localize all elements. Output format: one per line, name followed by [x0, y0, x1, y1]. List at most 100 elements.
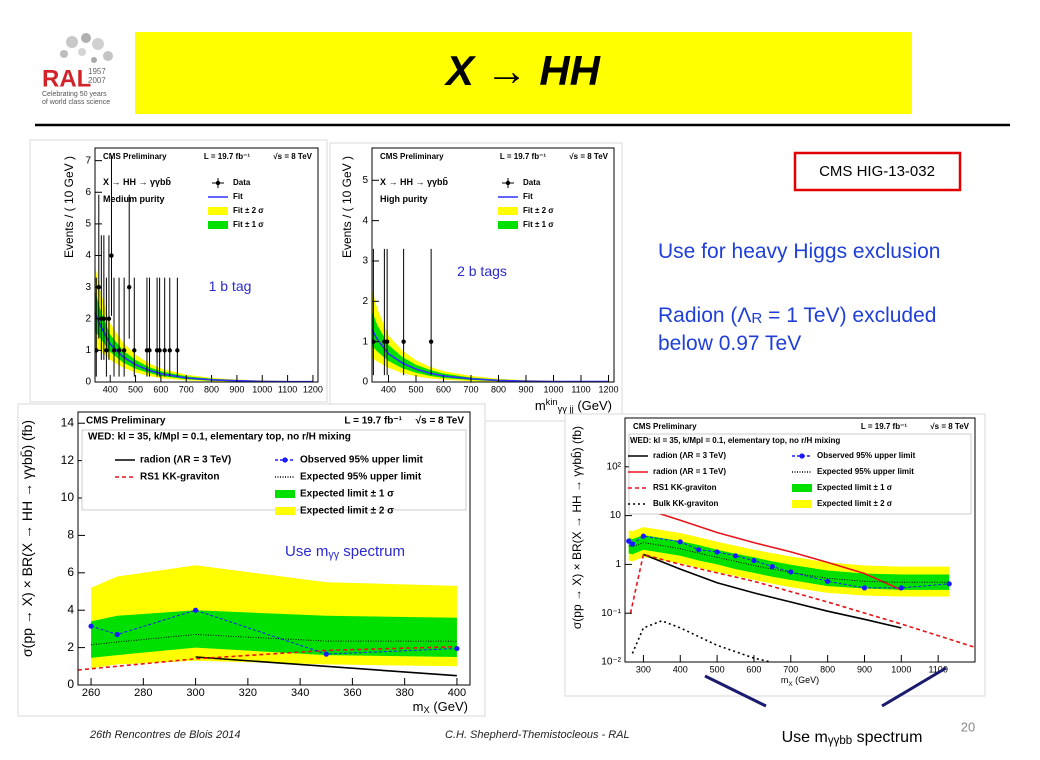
- plot-area: [626, 507, 975, 662]
- legend-label: Expected 95% upper limit: [817, 467, 914, 476]
- y-tick-label: 1: [85, 345, 91, 356]
- y-tick-label: 2: [85, 313, 91, 324]
- energy: √s = 8 TeV: [273, 152, 312, 161]
- text-part: spectrum: [339, 543, 405, 560]
- chart: 400 500 600 700 800 900 1000 1100 1200 0 1 2 3 4 5 CMS …: [329, 142, 623, 422]
- axis-frame: [371, 147, 615, 383]
- x-tick-label: 700: [179, 384, 194, 394]
- data-point: [157, 348, 162, 353]
- series-line: [91, 633, 457, 646]
- x-tick-label: 400: [381, 384, 396, 394]
- y-tick-label: 7: [85, 155, 91, 166]
- legend-label: Expected limit ± 1 σ: [817, 483, 893, 492]
- series-line: [643, 553, 902, 629]
- chart: 300 400 500 600 700 800 900 1000 1100 10⁻² 10⁻¹ 1 10…: [564, 413, 986, 697]
- legend-swatch: [498, 221, 518, 229]
- luminosity: L = 19.7 fb⁻¹: [204, 152, 250, 161]
- subtitle: Medium purity: [103, 194, 165, 204]
- x-tick-label: 800: [820, 664, 835, 674]
- y-tick-label: 4: [67, 602, 74, 616]
- data-point: [788, 569, 794, 575]
- legend-label: Expected limit ± 2 σ: [300, 506, 394, 517]
- data-point: [626, 538, 632, 544]
- text-part: (GeV): [574, 398, 612, 413]
- logo-dot: [91, 57, 97, 63]
- series-line: [628, 535, 950, 589]
- y-axis-label: Events / ( 10 GeV ): [340, 156, 354, 258]
- experiment: CMS Preliminary: [86, 416, 166, 427]
- legend-label: Fit ± 2 σ: [233, 206, 264, 215]
- series-line: [90, 609, 457, 655]
- luminosity: L = 19.7 fb⁻¹: [861, 422, 907, 431]
- energy: √s = 8 TeV: [930, 422, 969, 431]
- y-tick-label: 0: [362, 377, 368, 388]
- text-part: = 1 TeV) excluded: [762, 304, 936, 327]
- annotation: 2 b tags: [457, 263, 507, 279]
- logo-year: 2007: [88, 76, 106, 85]
- text-part: σ(pp → X) × BR(X → HH → γγbb̄) (fb): [570, 426, 584, 629]
- legend-swatch: [799, 453, 805, 459]
- y-tick-label: 4: [362, 215, 368, 226]
- logo-year: 1957: [88, 67, 106, 76]
- plot-area: [78, 565, 460, 677]
- logo-dot: [92, 38, 104, 50]
- text-part: Use for heavy Higgs exclusion: [658, 240, 940, 263]
- x-tick-label: 400: [448, 687, 466, 699]
- data-point: [167, 348, 172, 353]
- legend-swatch: [208, 207, 228, 215]
- data-point: [132, 348, 137, 353]
- data-point: [175, 348, 180, 353]
- logo-tagline: of world class science: [42, 99, 110, 106]
- note: Radion (ΛR = 1 TeV) excluded: [658, 304, 936, 327]
- y-tick-label: 0: [85, 377, 91, 388]
- x-axis-label: mkinγγ jj (GeV): [535, 397, 612, 414]
- series-line: [195, 656, 457, 677]
- x-tick-label: 500: [408, 384, 423, 394]
- data-point: [696, 547, 702, 553]
- legend-label: Data: [233, 178, 251, 187]
- data-point: [714, 549, 720, 555]
- legend-label: RS1 KK-graviton: [140, 472, 219, 483]
- data-point: [127, 284, 132, 290]
- experiment: CMS Preliminary: [633, 422, 697, 431]
- text-part: (GeV): [793, 675, 820, 685]
- legend-label: Fit ± 1 σ: [523, 220, 554, 229]
- y-tick-label: 3: [85, 282, 91, 293]
- text-part: X: [788, 681, 793, 688]
- reference: CMS HIG-13-032: [819, 163, 935, 180]
- text-part: (GeV): [430, 699, 468, 714]
- y-tick-label: 10²: [607, 461, 622, 472]
- legend-swatch: [792, 484, 812, 492]
- x-tick-label: 300: [636, 664, 651, 674]
- subtitle: High purity: [380, 194, 428, 204]
- data-point: [111, 348, 117, 353]
- x-tick-label: 1000: [543, 384, 563, 394]
- legend-label: Expected limit ± 1 σ: [300, 489, 394, 500]
- x-tick-label: 400: [673, 664, 688, 674]
- text-part: σ(pp → X) × BR(X → HH → γγbb̄) (fb): [19, 420, 35, 657]
- y-tick-label: 4: [85, 250, 91, 261]
- y-tick-label: 6: [67, 565, 74, 579]
- chart-panel: [29, 139, 328, 403]
- text-part: m: [413, 699, 424, 714]
- text-part: X: [423, 705, 430, 715]
- logo-text: RAL: [42, 65, 91, 92]
- x-tick-label: 320: [239, 687, 257, 699]
- data-point: [193, 607, 199, 613]
- text-part: γγ: [328, 549, 339, 561]
- x-tick-label: 400: [103, 384, 118, 394]
- y-tick-label: 14: [61, 415, 75, 429]
- x-tick-label: 1000: [891, 664, 911, 674]
- y-tick-label: 12: [61, 453, 75, 467]
- model: WED: kl = 35, k/Mpl = 0.1, elementary to…: [630, 436, 840, 445]
- data-point: [114, 631, 120, 638]
- data-point: [677, 539, 683, 545]
- x-tick-label: 1200: [303, 384, 323, 394]
- y-tick-label: 10: [610, 510, 622, 521]
- callout-arrow: [881, 666, 947, 708]
- text-part: Events / ( 10 GeV ): [62, 156, 76, 258]
- text-part: 1 b tag: [209, 278, 252, 294]
- x-axis-label: mX (GeV): [781, 675, 819, 687]
- legend-label: Fit: [523, 192, 533, 201]
- logo-dot: [60, 50, 68, 58]
